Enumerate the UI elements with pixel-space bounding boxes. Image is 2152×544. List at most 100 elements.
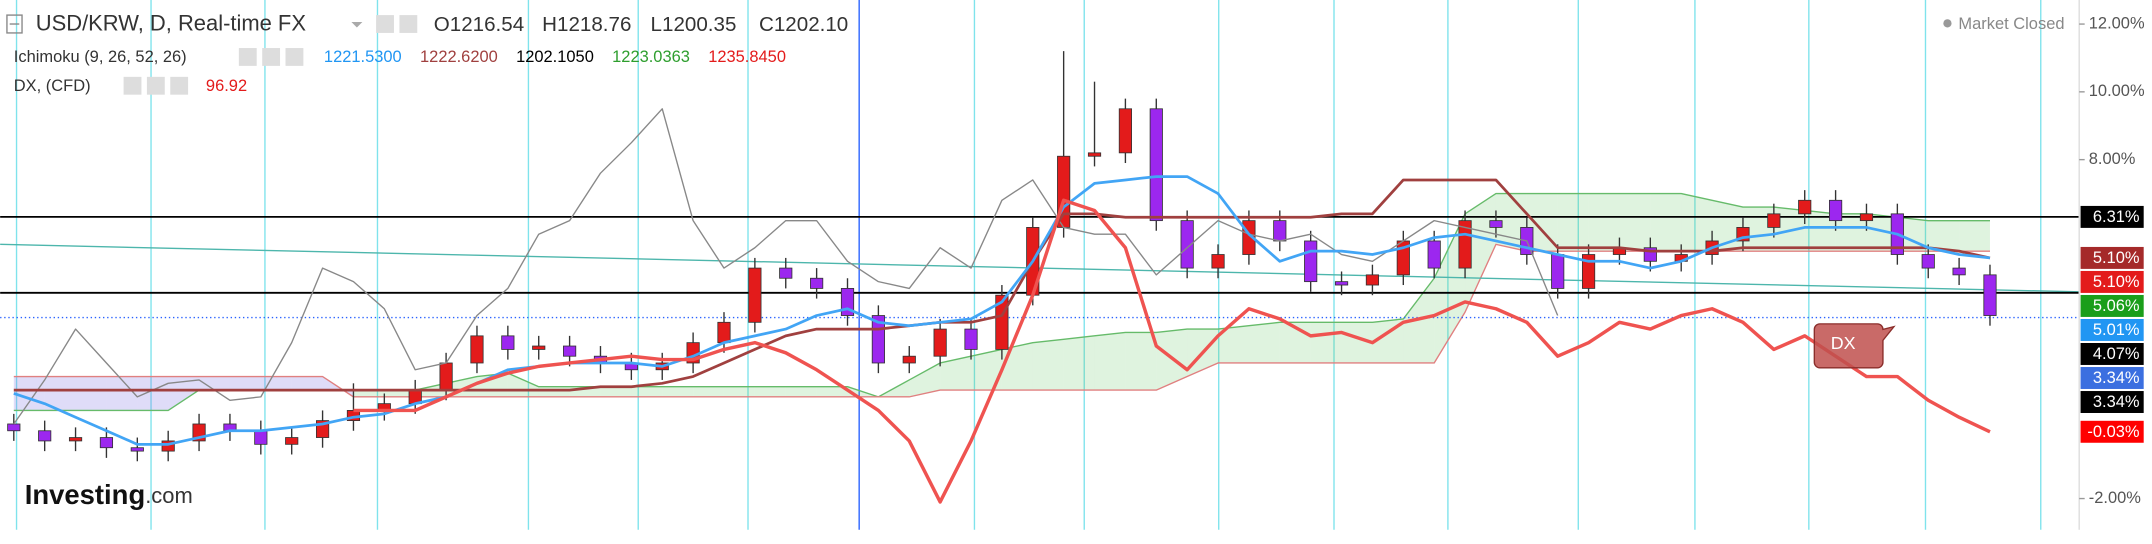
cloud-segment [1619, 193, 1651, 252]
y-tick-label: 10.00% [2089, 82, 2145, 100]
candle-body [1581, 254, 1596, 289]
ohlc-value: 1202.10 [774, 14, 848, 37]
candle-body [1149, 108, 1163, 222]
cloud-segment [13, 376, 45, 411]
price-label-box [2080, 343, 2144, 365]
indicator-value: 1221.5300 [324, 48, 402, 66]
candle-body [99, 437, 114, 449]
plot-area: DX [0, 51, 2080, 504]
cloud-segment [322, 376, 354, 397]
candle-body [439, 362, 453, 391]
cloud-segment [754, 386, 786, 397]
candle-body [1427, 240, 1441, 269]
cloud-segment [1773, 207, 1805, 252]
candle-body [1829, 199, 1843, 222]
candle-body [1489, 220, 1503, 228]
candle-body [748, 267, 762, 323]
trend-line [0, 243, 2080, 293]
candle-body [254, 430, 268, 445]
cloud-segment [168, 376, 200, 411]
cloud-segment [1866, 213, 1898, 252]
candle-body [501, 335, 515, 350]
icon[interactable] [285, 48, 304, 66]
cloud-segment [353, 390, 385, 397]
brand-logo: Investing.com [25, 479, 193, 510]
candle-body [1551, 254, 1565, 289]
candle-body [1118, 108, 1132, 154]
candle-body [810, 277, 824, 289]
candle-body [1304, 240, 1318, 283]
price-label: -0.03% [2087, 423, 2140, 441]
icon[interactable] [146, 76, 165, 95]
cloud-segment [1588, 193, 1620, 252]
cloud-segment [1650, 193, 1682, 252]
price-label-box [2080, 420, 2144, 443]
indicator-line [13, 108, 1559, 425]
icon[interactable] [170, 76, 189, 95]
indicator-value: 1202.1050 [516, 48, 594, 66]
price-label: 4.07% [2093, 345, 2140, 363]
cloud-segment [1928, 220, 1960, 252]
cloud-segment [693, 386, 724, 397]
candle-body [7, 423, 21, 432]
dropdown[interactable] [351, 21, 363, 28]
icon[interactable] [238, 48, 257, 66]
ohlc-key: O [434, 14, 450, 37]
ohlc-value: 1216.54 [450, 14, 524, 37]
cloud-segment [723, 386, 755, 397]
candle-body [1334, 281, 1349, 286]
symbol-title: USD/KRW, D, Real-time FX [36, 10, 307, 35]
icon[interactable] [6, 14, 23, 34]
cloud-segment [1094, 332, 1126, 391]
cloud-segment [631, 386, 663, 397]
icon[interactable] [399, 15, 418, 33]
indicator-name: DX, (CFD) [14, 77, 91, 95]
cloud-segment [1712, 200, 1743, 252]
candle-body [470, 335, 484, 364]
candle-body [779, 267, 793, 279]
candle-body [933, 328, 947, 357]
ohlc-reading: L1200.35 [651, 14, 737, 37]
cloud-segment [384, 390, 416, 397]
icon[interactable] [123, 76, 142, 95]
cloud-segment [940, 356, 972, 391]
candle-body [717, 321, 731, 344]
cloud-segment [1248, 322, 1280, 363]
annotation-bubble [1813, 323, 1896, 369]
candle-body [1767, 213, 1781, 228]
price-label: 5.10% [2093, 273, 2140, 291]
icon[interactable] [376, 15, 394, 33]
y-tick-label: -2.00% [2089, 489, 2142, 507]
indicator-value: 96.92 [206, 77, 247, 95]
cloud-segment [1681, 193, 1713, 252]
icon[interactable] [262, 48, 281, 66]
cloud-segment [106, 376, 138, 411]
cloud-segment [538, 386, 570, 397]
ohlc-reading: H1218.76 [542, 14, 631, 37]
ohlc-value: 1200.35 [662, 14, 736, 37]
candle-body [1921, 254, 1935, 269]
cloud-segment [1063, 335, 1095, 391]
indicator-value: 1222.6200 [420, 48, 498, 66]
y-tick-label: 12.00% [2089, 14, 2145, 32]
candle-body [68, 437, 83, 442]
indicator-line [13, 178, 1991, 392]
candle-body [38, 430, 52, 442]
cloud-segment [1125, 332, 1157, 391]
ohlc-value: 1218.76 [557, 14, 631, 37]
cloud-segment [1341, 322, 1373, 363]
price-label-box [2080, 318, 2144, 341]
price-label: 5.06% [2093, 297, 2140, 315]
cloud-segment [1434, 213, 1466, 363]
price-label-box [2080, 246, 2144, 269]
cloud-segment [1835, 213, 1867, 252]
cloud-segment [909, 362, 941, 397]
market-status: Market Closed [1958, 15, 2064, 33]
price-label: 5.10% [2093, 249, 2140, 267]
cloud-segment [1557, 193, 1589, 252]
cloud-segment [1372, 318, 1404, 363]
price-label-box [2080, 294, 2144, 317]
y-tick-label: 8.00% [2089, 150, 2136, 168]
candle-body [1087, 152, 1102, 157]
